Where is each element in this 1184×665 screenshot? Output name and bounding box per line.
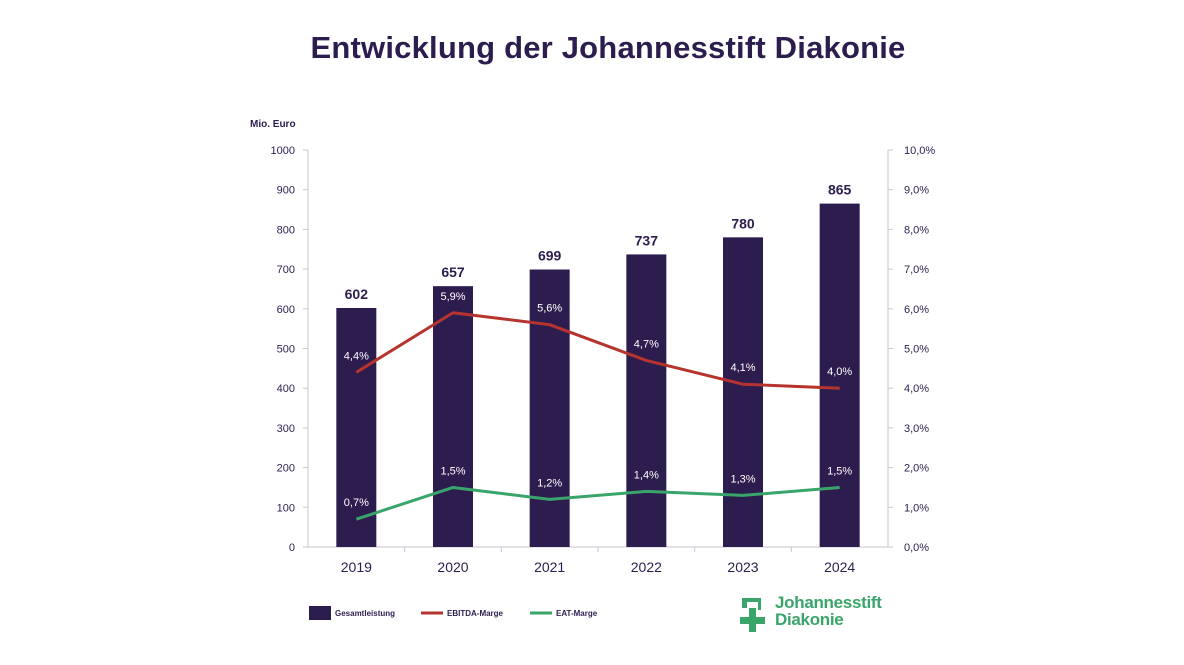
johannesstift-logo: Johannesstift Diakonie [736, 594, 896, 634]
legend-swatch-bar [309, 606, 331, 620]
ebitda-marge-value-label: 5,9% [440, 291, 465, 303]
eat-marge-value-label: 1,3% [730, 473, 755, 485]
ebitda-marge-value-label: 4,4% [344, 350, 369, 362]
logo-line-1: Johannesstift [775, 593, 882, 612]
right-tick-label: 10,0% [904, 145, 935, 157]
left-tick-label: 300 [277, 423, 295, 435]
bar-value-label: 865 [828, 182, 852, 198]
ebitda-marge-value-label: 4,1% [730, 362, 755, 374]
ebitda-marge-value-label: 4,7% [634, 338, 659, 350]
bar [626, 254, 667, 547]
left-tick-label: 200 [277, 463, 295, 475]
bar [433, 286, 473, 547]
eat-marge-value-label: 1,5% [440, 465, 465, 477]
right-tick-label: 4,0% [904, 383, 929, 395]
left-tick-label: 900 [277, 185, 295, 197]
left-tick-label: 700 [277, 264, 295, 276]
x-tick-label: 2020 [437, 559, 468, 575]
logo-line-2: Diakonie [775, 610, 844, 629]
x-tick-label: 2021 [534, 559, 565, 575]
bar-value-label: 780 [731, 215, 755, 231]
eat-marge-value-label: 1,2% [537, 477, 562, 489]
x-tick-label: 2019 [341, 559, 372, 575]
x-tick-label: 2022 [631, 559, 662, 575]
left-tick-label: 100 [277, 502, 295, 514]
bar-value-label: 737 [635, 232, 659, 248]
bar [723, 237, 763, 547]
legend-label: Gesamtleistung [335, 609, 395, 618]
right-tick-label: 7,0% [904, 264, 929, 276]
bar-value-label: 602 [345, 286, 369, 302]
legend-label: EAT-Marge [556, 609, 598, 618]
left-tick-label: 500 [277, 344, 295, 356]
left-tick-label: 600 [277, 304, 295, 316]
ebitda-marge-value-label: 4,0% [827, 366, 852, 378]
legend-label: EBITDA-Marge [447, 609, 504, 618]
x-tick-label: 2023 [727, 559, 758, 575]
right-tick-label: 2,0% [904, 463, 929, 475]
eat-marge-value-label: 0,7% [344, 497, 369, 509]
cross-icon [740, 598, 765, 632]
left-tick-label: 0 [289, 542, 295, 554]
right-tick-label: 6,0% [904, 304, 929, 316]
eat-marge-value-label: 1,4% [634, 469, 659, 481]
right-tick-label: 0,0% [904, 542, 929, 554]
right-tick-label: 9,0% [904, 185, 929, 197]
ebitda-marge-line [355, 311, 840, 390]
eat-marge-value-label: 1,5% [827, 465, 852, 477]
bar-value-label: 657 [441, 264, 465, 280]
bar [336, 308, 377, 547]
left-tick-label: 1000 [271, 145, 295, 157]
ebitda-marge-value-label: 5,6% [537, 303, 562, 315]
chart-title: Entwicklung der Johannesstift Diakonie [310, 30, 906, 65]
right-tick-label: 8,0% [904, 224, 929, 236]
eat-marge-line [355, 485, 840, 521]
x-tick-label: 2024 [824, 559, 855, 575]
left-axis-unit: Mio. Euro [250, 119, 296, 130]
bar-value-label: 699 [538, 247, 562, 263]
left-tick-label: 800 [277, 224, 295, 236]
right-tick-label: 1,0% [904, 502, 929, 514]
right-tick-label: 5,0% [904, 344, 929, 356]
right-tick-label: 3,0% [904, 423, 929, 435]
left-tick-label: 400 [277, 383, 295, 395]
